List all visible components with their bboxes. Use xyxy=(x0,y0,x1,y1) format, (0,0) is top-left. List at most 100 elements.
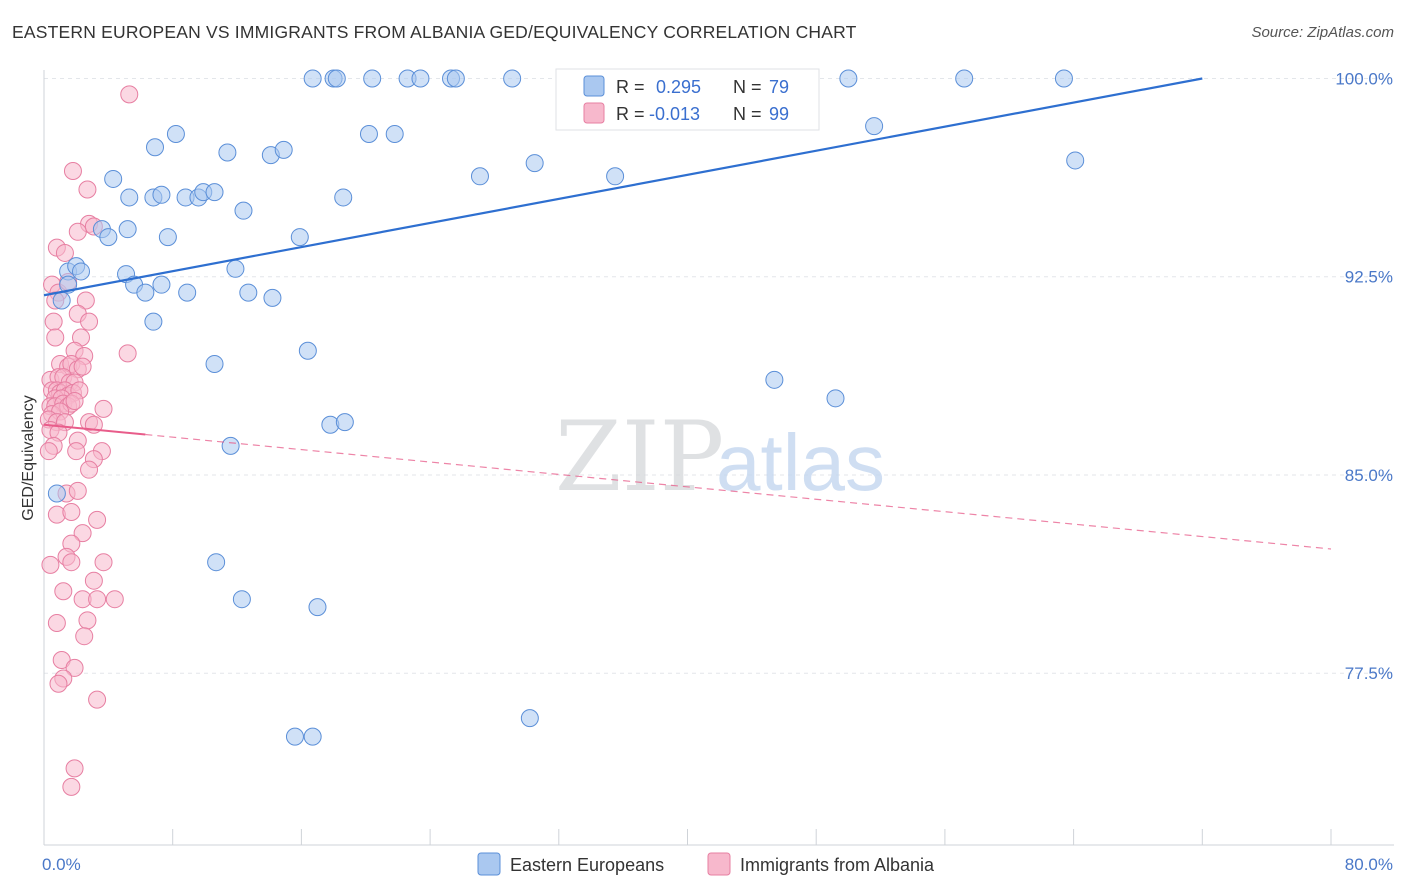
albania-point-80 xyxy=(78,611,97,630)
albania-point-25 xyxy=(73,357,92,376)
eastern-european-point-0 xyxy=(303,69,322,88)
eastern-european-point-17 xyxy=(218,143,237,162)
gridlines xyxy=(44,78,1394,674)
watermark-zip: ZIP xyxy=(555,401,724,513)
albania-point-83 xyxy=(65,658,84,677)
eastern-european-point-63 xyxy=(47,484,66,503)
albania-point-72 xyxy=(41,555,60,574)
eastern-european-point-47 xyxy=(136,283,155,302)
albania-point-86 xyxy=(88,690,107,709)
legend-n-value-2: 99 xyxy=(769,104,789,124)
x-tick-marks xyxy=(43,829,1332,845)
albania-point-75 xyxy=(54,582,73,601)
eastern-european-point-15 xyxy=(166,125,185,144)
albania-point-45 xyxy=(65,391,84,410)
albania-point-81 xyxy=(75,627,94,646)
eastern-european-point-21 xyxy=(385,125,404,144)
eastern-european-point-28 xyxy=(120,188,139,207)
albania-point-66 xyxy=(62,502,81,521)
eastern-european-point-48 xyxy=(152,275,171,294)
eastern-european-point-25 xyxy=(865,117,884,136)
eastern-european-point-52 xyxy=(263,288,282,307)
trend-line-eastern-europeans xyxy=(43,77,1203,297)
albania-point-12 xyxy=(76,291,95,310)
chart-title: EASTERN EUROPEAN VS IMMIGRANTS FROM ALBA… xyxy=(12,22,857,42)
eastern-european-point-55 xyxy=(144,312,163,331)
series-legend: Eastern Europeans Immigrants from Albani… xyxy=(477,852,935,876)
eastern-european-point-34 xyxy=(205,183,224,202)
albania-point-20 xyxy=(118,344,137,363)
y-tick-label-3: 77.5% xyxy=(1345,664,1393,683)
eastern-european-point-61 xyxy=(335,413,354,432)
legend-n-label-1: N = xyxy=(733,77,762,97)
eastern-european-point-14 xyxy=(1054,69,1073,88)
albania-point-1 xyxy=(63,162,82,181)
legend-swatch-pink xyxy=(583,102,605,124)
eastern-european-point-41 xyxy=(290,228,309,247)
albania-point-74 xyxy=(84,571,103,590)
bottom-legend-swatch-pink xyxy=(707,852,731,876)
y-tick-label-2: 85.0% xyxy=(1345,466,1393,485)
eastern-european-point-30 xyxy=(152,185,171,204)
albania-point-16 xyxy=(46,328,65,347)
legend-swatch-blue xyxy=(583,75,605,97)
y-tick-labels: 100.0% 92.5% 85.0% 77.5% xyxy=(1335,70,1393,684)
eastern-european-point-58 xyxy=(765,370,784,389)
albania-point-87 xyxy=(65,759,84,778)
eastern-european-point-24 xyxy=(606,167,625,186)
albania-point-14 xyxy=(44,312,63,331)
trend-line-albania-solid xyxy=(43,423,146,436)
albania-point-46 xyxy=(94,399,113,418)
eastern-european-point-68 xyxy=(303,727,322,746)
albania-point-78 xyxy=(105,590,124,609)
stats-legend: R = 0.295 N = 79 R = -0.013 N = 99 xyxy=(555,68,820,131)
x-tick-label-1: 80.0% xyxy=(1345,855,1393,874)
eastern-european-point-2 xyxy=(327,69,346,88)
series-eastern-europeans-points xyxy=(47,69,1085,746)
series-albania-points xyxy=(39,85,139,796)
albania-point-79 xyxy=(47,613,66,632)
eastern-european-point-20 xyxy=(359,125,378,144)
eastern-european-point-19 xyxy=(274,140,293,159)
albania-point-67 xyxy=(88,510,107,529)
legend-r-label-2: R = xyxy=(616,104,645,124)
eastern-european-point-50 xyxy=(226,259,245,278)
eastern-european-point-56 xyxy=(205,354,224,373)
legend-r-value-2: -0.013 xyxy=(649,104,700,124)
eastern-european-point-12 xyxy=(839,69,858,88)
albania-point-64 xyxy=(68,481,87,500)
bottom-legend-swatch-blue xyxy=(477,852,501,876)
legend-n-label-2: N = xyxy=(733,104,762,124)
legend-n-value-1: 79 xyxy=(769,77,789,97)
eastern-european-point-44 xyxy=(72,262,91,281)
eastern-european-point-16 xyxy=(146,138,165,157)
albania-point-68 xyxy=(73,524,92,543)
eastern-european-point-64 xyxy=(207,553,226,572)
albania-point-71 xyxy=(62,553,81,572)
albania-point-59 xyxy=(39,442,58,461)
albania-point-85 xyxy=(49,674,68,693)
albania-point-62 xyxy=(80,460,99,479)
eastern-european-point-39 xyxy=(118,220,137,239)
eastern-european-point-62 xyxy=(221,436,240,455)
watermark-atlas: atlas xyxy=(716,418,885,507)
y-tick-label-0: 100.0% xyxy=(1335,70,1393,89)
eastern-european-point-22 xyxy=(470,167,489,186)
source-label: Source: ZipAtlas.com xyxy=(1251,24,1394,41)
eastern-european-point-3 xyxy=(363,69,382,88)
bottom-legend-label-2: Immigrants from Albania xyxy=(740,855,935,875)
watermark: ZIP atlas xyxy=(555,401,885,513)
legend-r-label-1: R = xyxy=(616,77,645,97)
eastern-european-point-67 xyxy=(285,727,304,746)
x-tick-labels: 0.0% 80.0% xyxy=(42,855,1393,874)
eastern-european-point-8 xyxy=(503,69,522,88)
eastern-european-point-35 xyxy=(234,201,253,220)
eastern-european-point-23 xyxy=(525,154,544,173)
eastern-european-point-38 xyxy=(99,228,118,247)
x-tick-label-0: 0.0% xyxy=(42,855,81,874)
albania-point-0 xyxy=(120,85,139,104)
albania-point-88 xyxy=(62,777,81,796)
eastern-european-point-7 xyxy=(446,69,465,88)
albania-point-77 xyxy=(88,590,107,609)
